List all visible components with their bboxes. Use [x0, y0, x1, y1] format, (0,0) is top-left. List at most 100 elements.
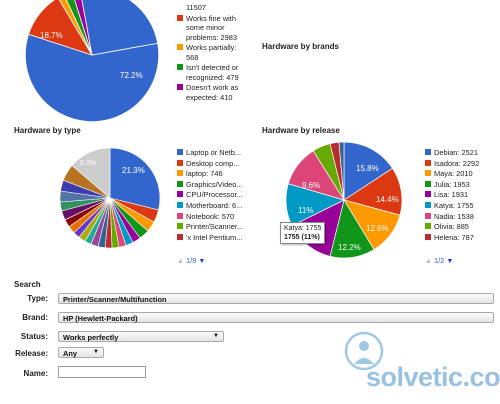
- legend-swatch: [177, 44, 183, 51]
- status-top-count: 11507: [186, 3, 207, 12]
- legend-label: Desktop comp...: [186, 158, 240, 168]
- watermark-logo-icon: [344, 331, 384, 371]
- type-legend-pager: ▲ 1/9 ▼: [177, 256, 206, 265]
- legend-swatch: [177, 159, 183, 166]
- type-select[interactable]: Printer/Scanner/Multifunction: [58, 293, 494, 304]
- status-pie-chart: 72.2% 18.7%: [24, 0, 160, 122]
- release-slice-label-nadia: 9.6%: [302, 181, 320, 190]
- legend-label: Katya: 1755: [434, 200, 474, 210]
- legend-swatch: [177, 180, 183, 187]
- legend-swatch: [425, 149, 431, 155]
- legend-label: Lisa: 1931: [434, 190, 469, 200]
- legend-label: Printer/Scanner...: [186, 222, 244, 232]
- release-legend-item[interactable]: Lisa: 1931: [425, 190, 479, 199]
- release-slice-label-debian: 15.8%: [356, 164, 379, 173]
- type-legend-item[interactable]: laptop: 746: [177, 169, 243, 178]
- release-label: Release:: [15, 349, 48, 358]
- type-legend: Laptop or Netb... Desktop comp... laptop: …: [177, 148, 243, 243]
- legend-swatch: [177, 15, 183, 21]
- legend-label: Maya: 2010: [434, 169, 473, 179]
- type-legend-item[interactable]: Laptop or Netb...: [177, 148, 243, 157]
- legend-swatch: [177, 223, 183, 230]
- type-legend-item[interactable]: Motherboard: 6...: [177, 201, 243, 210]
- status-legend-item[interactable]: Isn't detected or recognized: 479: [177, 63, 239, 82]
- status-slice-label-2: 18.7%: [40, 31, 63, 40]
- status-label: Status:: [20, 332, 48, 341]
- release-legend-item[interactable]: Isadora: 2292: [425, 159, 479, 168]
- legend-swatch: [425, 180, 431, 187]
- legend-swatch: [177, 64, 183, 71]
- dropdown-arrow-icon: ▼: [213, 333, 219, 339]
- legend-label: Motherboard: 6...: [186, 200, 243, 210]
- legend-swatch: [425, 233, 431, 240]
- type-legend-item[interactable]: CPU/Processor...: [177, 190, 243, 199]
- status-legend: Works fine with some minor problems: 298…: [177, 14, 239, 103]
- type-legend-item[interactable]: Graphics/Video...: [177, 180, 243, 189]
- release-chart-title: Hardware by release: [262, 126, 340, 135]
- release-legend-item[interactable]: Maya: 2010: [425, 169, 479, 178]
- status-slice-not-detected: [66, 0, 93, 56]
- legend-swatch: [425, 201, 431, 208]
- release-slice-label-katya: 11%: [298, 206, 313, 215]
- prev-page-icon[interactable]: ▲: [177, 258, 184, 265]
- prev-page-icon[interactable]: ▲: [425, 258, 432, 265]
- brand-label: Brand:: [22, 313, 48, 322]
- type-slice-laptop-netbook: [109, 147, 161, 211]
- name-input[interactable]: [58, 366, 146, 378]
- type-label: Type:: [27, 294, 48, 303]
- legend-label: Graphics/Video...: [186, 179, 243, 189]
- type-pie-chart: 21.3% 8.3%: [60, 147, 161, 249]
- legend-label: Olivia: 885: [434, 222, 469, 232]
- legend-label: Laptop or Netb...: [186, 148, 242, 157]
- next-page-icon[interactable]: ▼: [446, 258, 454, 265]
- legend-swatch: [177, 233, 183, 240]
- name-label: Name:: [23, 369, 48, 378]
- release-legend-item[interactable]: Olivia: 885: [425, 222, 479, 231]
- release-legend-item[interactable]: Helena: 787: [425, 233, 479, 242]
- next-page-icon[interactable]: ▼: [198, 258, 206, 265]
- type-legend-item[interactable]: 'x Intel Pentium...: [177, 233, 243, 242]
- status-legend-item[interactable]: Doesn't work as expected: 410: [177, 83, 239, 102]
- release-legend-pager: ▲ 1/2 ▼: [425, 256, 454, 265]
- brand-select[interactable]: HP (Hewlett-Packard): [58, 312, 494, 323]
- legend-swatch: [177, 201, 183, 208]
- status-slice-minor-problems: [28, 0, 93, 56]
- status-legend-item[interactable]: Works partially: 568: [177, 43, 239, 62]
- legend-swatch: [177, 212, 183, 219]
- legend-label: Nadia: 1538: [434, 211, 474, 221]
- type-legend-item[interactable]: Desktop comp...: [177, 159, 243, 168]
- status-select[interactable]: Works perfectly ▼: [58, 331, 224, 342]
- legend-label: 'x Intel Pentium...: [186, 232, 243, 242]
- status-slice-other: [81, 0, 159, 56]
- legend-swatch: [425, 170, 431, 177]
- type-legend-item[interactable]: Printer/Scanner...: [177, 222, 243, 231]
- legend-swatch: [177, 149, 183, 155]
- type-legend-item[interactable]: Notebook: 570: [177, 212, 243, 221]
- legend-label: Julia: 1953: [434, 179, 470, 189]
- release-slice-label-julia: 12.2%: [338, 243, 361, 252]
- status-legend-item[interactable]: Works fine with some minor problems: 298…: [177, 14, 239, 42]
- legend-swatch: [425, 212, 431, 219]
- release-pie-chart: 15.8% 14.4% 12.6% 12.2% 11% 9.6%: [285, 141, 403, 259]
- release-legend-item[interactable]: Debian: 2521: [425, 148, 479, 157]
- watermark-text: solvetic.com: [366, 362, 500, 392]
- legend-swatch: [425, 223, 431, 230]
- release-legend-item[interactable]: Katya: 1755: [425, 201, 479, 210]
- search-title: Search: [14, 280, 41, 289]
- release-tooltip: Katya: 1755 1755 (11%): [280, 222, 326, 244]
- release-slice-label-maya: 12.6%: [366, 224, 389, 233]
- release-legend-item[interactable]: Nadia: 1538: [425, 212, 479, 221]
- legend-label: Debian: 2521: [434, 148, 478, 157]
- legend-swatch: [177, 170, 183, 177]
- release-legend: Debian: 2521 Isadora: 2292 Maya: 2010 Julia…: [425, 148, 479, 243]
- legend-label: Notebook: 570: [186, 211, 235, 221]
- dropdown-arrow-icon: ▼: [93, 349, 99, 355]
- legend-swatch: [425, 191, 431, 198]
- legend-label: Helena: 787: [434, 232, 474, 242]
- release-select[interactable]: Any ▼: [58, 347, 104, 358]
- brands-chart-title: Hardware by brands: [262, 42, 339, 51]
- type-slice-label-2: 8.3%: [80, 160, 96, 167]
- release-legend-item[interactable]: Julia: 1953: [425, 180, 479, 189]
- legend-swatch: [177, 191, 183, 198]
- release-slice-other: [338, 141, 345, 201]
